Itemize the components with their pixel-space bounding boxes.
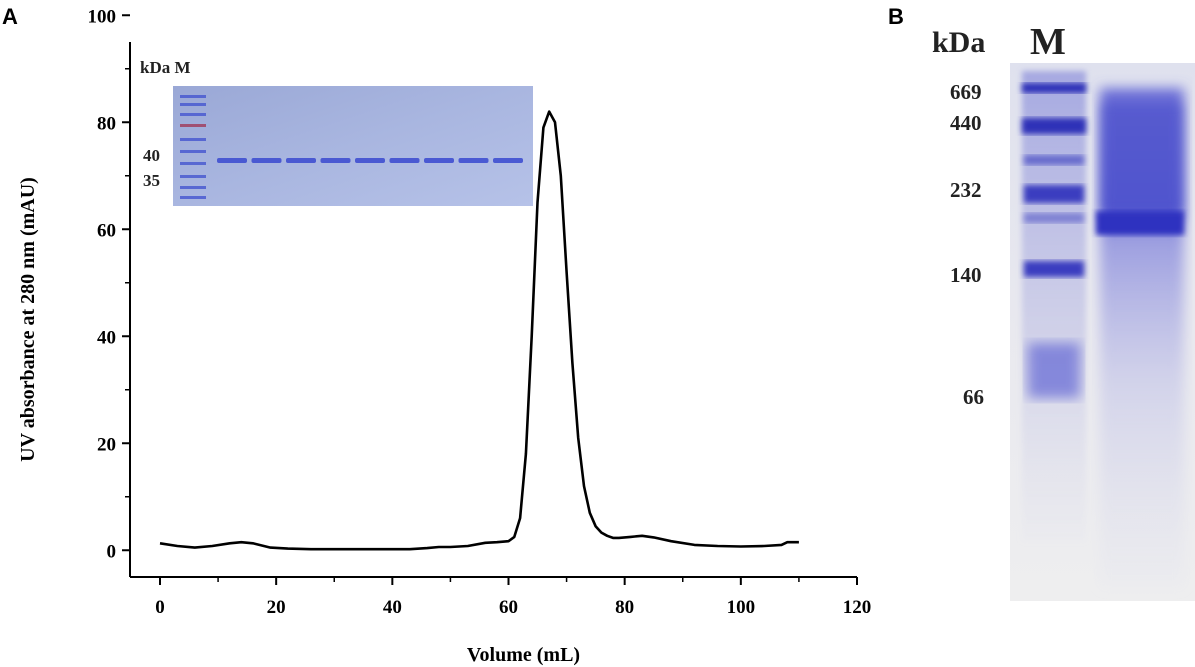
inset-ladder-band: [180, 103, 206, 106]
gel-b-sample-lane: [1096, 88, 1184, 588]
x-tick-label: 40: [383, 597, 402, 618]
panel-a-letter: A: [2, 4, 18, 29]
inset-sample-band: [355, 158, 385, 163]
inset-sample-band: [320, 158, 351, 163]
x-tick-label: 60: [499, 597, 518, 618]
gel-b-marker-669: 669: [950, 80, 982, 104]
gel-b-marker-440: 440: [950, 111, 982, 135]
inset-sample-band: [251, 158, 282, 163]
x-tick-label: 20: [267, 597, 286, 618]
y-tick-label: 100: [88, 6, 117, 27]
gel-b-marker-lane: [1022, 71, 1086, 541]
sds-page-inset: kDa M 40 35: [140, 58, 533, 206]
gel-b-kda-header: kDa: [932, 26, 986, 59]
y-tick-label: 60: [97, 220, 116, 241]
x-tick-label: 80: [615, 597, 634, 618]
inset-ladder-band: [180, 186, 206, 189]
chart-axes: 0 20 40 60 80 100 120 0 20 40 60 80 100: [88, 6, 872, 618]
gel-b-marker-232: 232: [950, 178, 982, 202]
y-tick-label: 20: [97, 434, 116, 455]
inset-gel-image: [173, 86, 533, 206]
gel-b-marker-header: M: [1030, 21, 1066, 63]
inset-sample-band: [424, 158, 454, 163]
inset-marker-ladder: [180, 95, 206, 199]
native-page-gel-image: [1010, 63, 1195, 601]
absorbance-series-line: [159, 110, 799, 551]
x-tick-label: 100: [727, 597, 756, 618]
inset-ladder-band: [180, 196, 206, 199]
inset-marker-40: 40: [143, 146, 160, 165]
inset-sample-band: [458, 158, 489, 163]
y-axis-title: UV absorbance at 280 nm (mAU): [17, 177, 39, 462]
inset-header: kDa M: [140, 58, 191, 77]
inset-ladder-band: [180, 95, 206, 98]
inset-marker-35: 35: [143, 171, 160, 190]
x-tick-label: 120: [843, 597, 872, 618]
inset-ladder-band: [180, 162, 206, 165]
y-tick-label: 0: [107, 541, 117, 562]
x-tick-label: 0: [155, 597, 165, 618]
gel-b-marker-66: 66: [963, 385, 984, 409]
y-tick-label: 80: [97, 113, 116, 134]
gel-b-marker-140: 140: [950, 263, 982, 287]
inset-sample-band: [389, 158, 420, 163]
y-tick-label: 40: [97, 327, 116, 348]
inset-sample-band: [493, 158, 523, 163]
panel-b-letter: B: [888, 4, 904, 29]
inset-ladder-band: [180, 113, 206, 116]
inset-ladder-band: [180, 150, 206, 153]
inset-sample-band: [286, 158, 316, 163]
inset-ladder-band: [180, 138, 206, 141]
x-axis-title: Volume (mL): [467, 644, 580, 666]
inset-sample-band: [217, 158, 247, 163]
inset-protein-bands: [217, 158, 523, 163]
inset-ladder-band: [180, 124, 206, 127]
inset-ladder-band: [180, 175, 206, 178]
